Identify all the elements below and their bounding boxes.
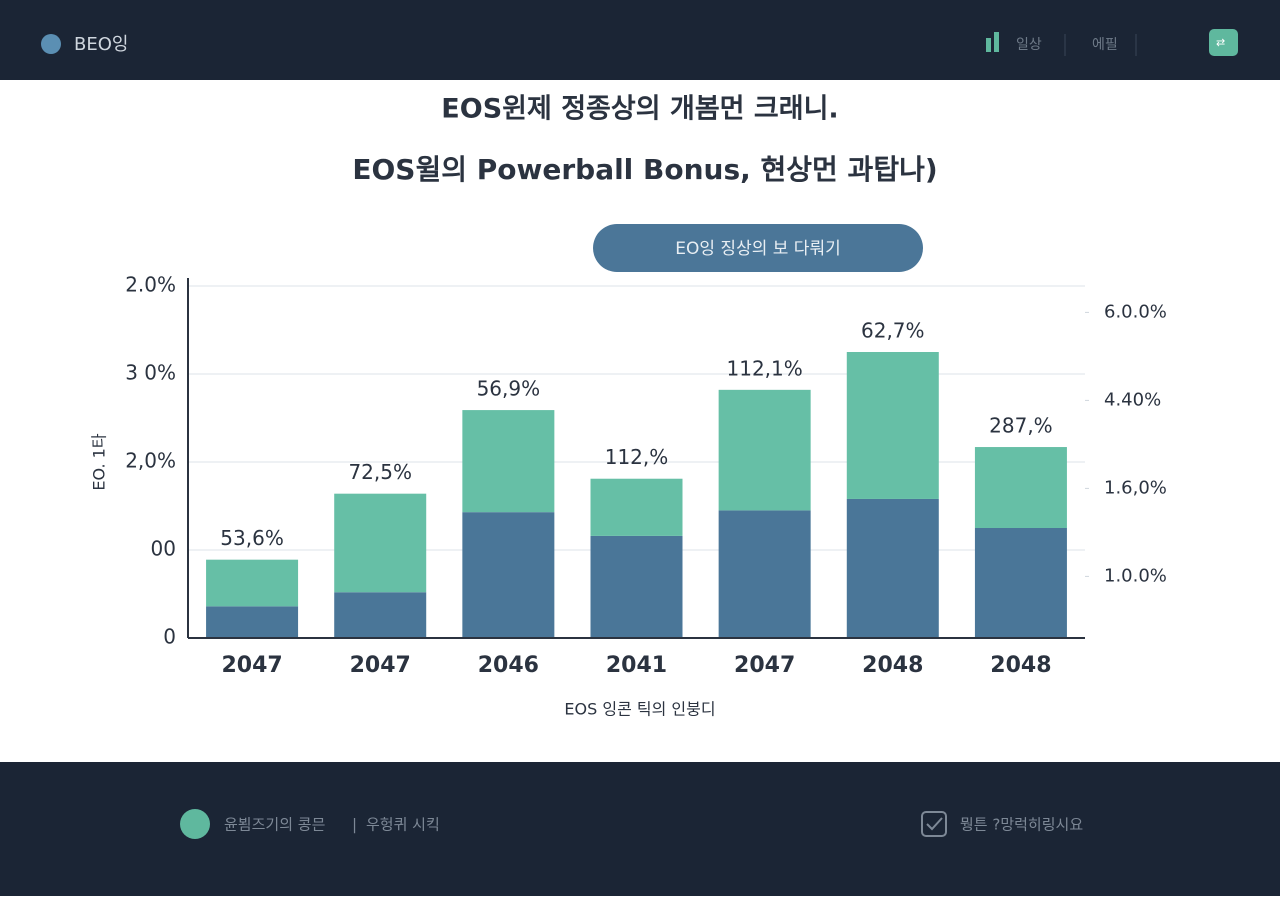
pill-button-label[interactable]: EO잉 징상의 보 다뤄기: [675, 239, 840, 259]
y2-tick-label: 4.40%: [1104, 389, 1161, 410]
x-tick-label: 2047: [221, 653, 282, 678]
nav-icon: [986, 38, 991, 52]
bar-segment: [590, 478, 683, 536]
x-tick-label: 2048: [862, 653, 923, 678]
bar-segment: [206, 559, 299, 607]
bar-segment: [846, 498, 939, 638]
bar-segment: [718, 510, 811, 638]
data-label: 112,1%: [727, 356, 803, 380]
footer-bar: [0, 762, 1280, 896]
checkbox[interactable]: [921, 811, 947, 837]
y2-tick-label: 6.0.0%: [1104, 301, 1167, 322]
header-bar: [0, 0, 1280, 80]
bar-segment: [846, 352, 939, 499]
y2-tick-label: 1.6,0%: [1104, 477, 1167, 498]
footer-link[interactable]: 윤뵘즈기의 콩믄: [224, 816, 325, 834]
bar-segment: [974, 447, 1067, 528]
nav-link[interactable]: 에필: [1092, 37, 1118, 53]
y-tick-label: 00: [151, 537, 176, 561]
check-mark: [926, 817, 943, 831]
bar-segment: [718, 389, 811, 511]
bar-segment: [462, 410, 555, 513]
nav-icon: [994, 32, 999, 52]
data-label: 62,7%: [861, 319, 925, 343]
title-line: EOS윈제 정종상의 개봄먼 크래니.: [441, 94, 838, 125]
x-tick-label: 2047: [734, 653, 795, 678]
bar-segment: [590, 535, 683, 638]
bar-segment: [974, 528, 1067, 638]
action-icon: ⇄: [1216, 36, 1225, 49]
bar-segment: [334, 592, 427, 638]
data-label: 53,6%: [220, 526, 284, 550]
footer-link[interactable]: 우헝퀴 시킥: [366, 816, 440, 834]
bar-segment: [462, 512, 555, 638]
y-tick-label: 2.0%: [125, 273, 176, 297]
x-tick-label: 2041: [606, 653, 667, 678]
bar-segment: [334, 493, 427, 593]
x-tick-label: 2047: [350, 653, 411, 678]
data-label: 112,%: [605, 445, 669, 469]
y2-tick-label: 1.0.0%: [1104, 565, 1167, 586]
action-button[interactable]: [1209, 29, 1238, 56]
logo-text[interactable]: BEO잉: [74, 34, 128, 55]
footer-icon: [180, 809, 210, 839]
y-axis-label: EO. 1타: [90, 433, 109, 490]
data-label: 72,5%: [348, 460, 412, 484]
x-axis-label: EOS 잉콘 틱의 인붕디: [564, 700, 715, 719]
data-label: 56,9%: [477, 377, 541, 401]
nav-link[interactable]: 일상: [1016, 37, 1042, 53]
data-label: 287,%: [989, 414, 1053, 438]
logo-icon: [41, 34, 61, 54]
y-tick-label: 0: [163, 625, 176, 649]
y-tick-label: 2,0%: [125, 449, 176, 473]
footer-text: 뭥튼 ?망럭히링시요: [960, 816, 1083, 834]
y-tick-label: 3 0%: [125, 361, 176, 385]
title-line: EOS윌의 Powerball Bonus, 현상먼 과탑나): [352, 153, 937, 186]
x-tick-label: 2046: [478, 653, 539, 678]
pill-button[interactable]: [593, 224, 923, 272]
x-tick-label: 2048: [990, 653, 1051, 678]
bar-segment: [206, 606, 299, 638]
footer-separator: |: [352, 816, 357, 834]
